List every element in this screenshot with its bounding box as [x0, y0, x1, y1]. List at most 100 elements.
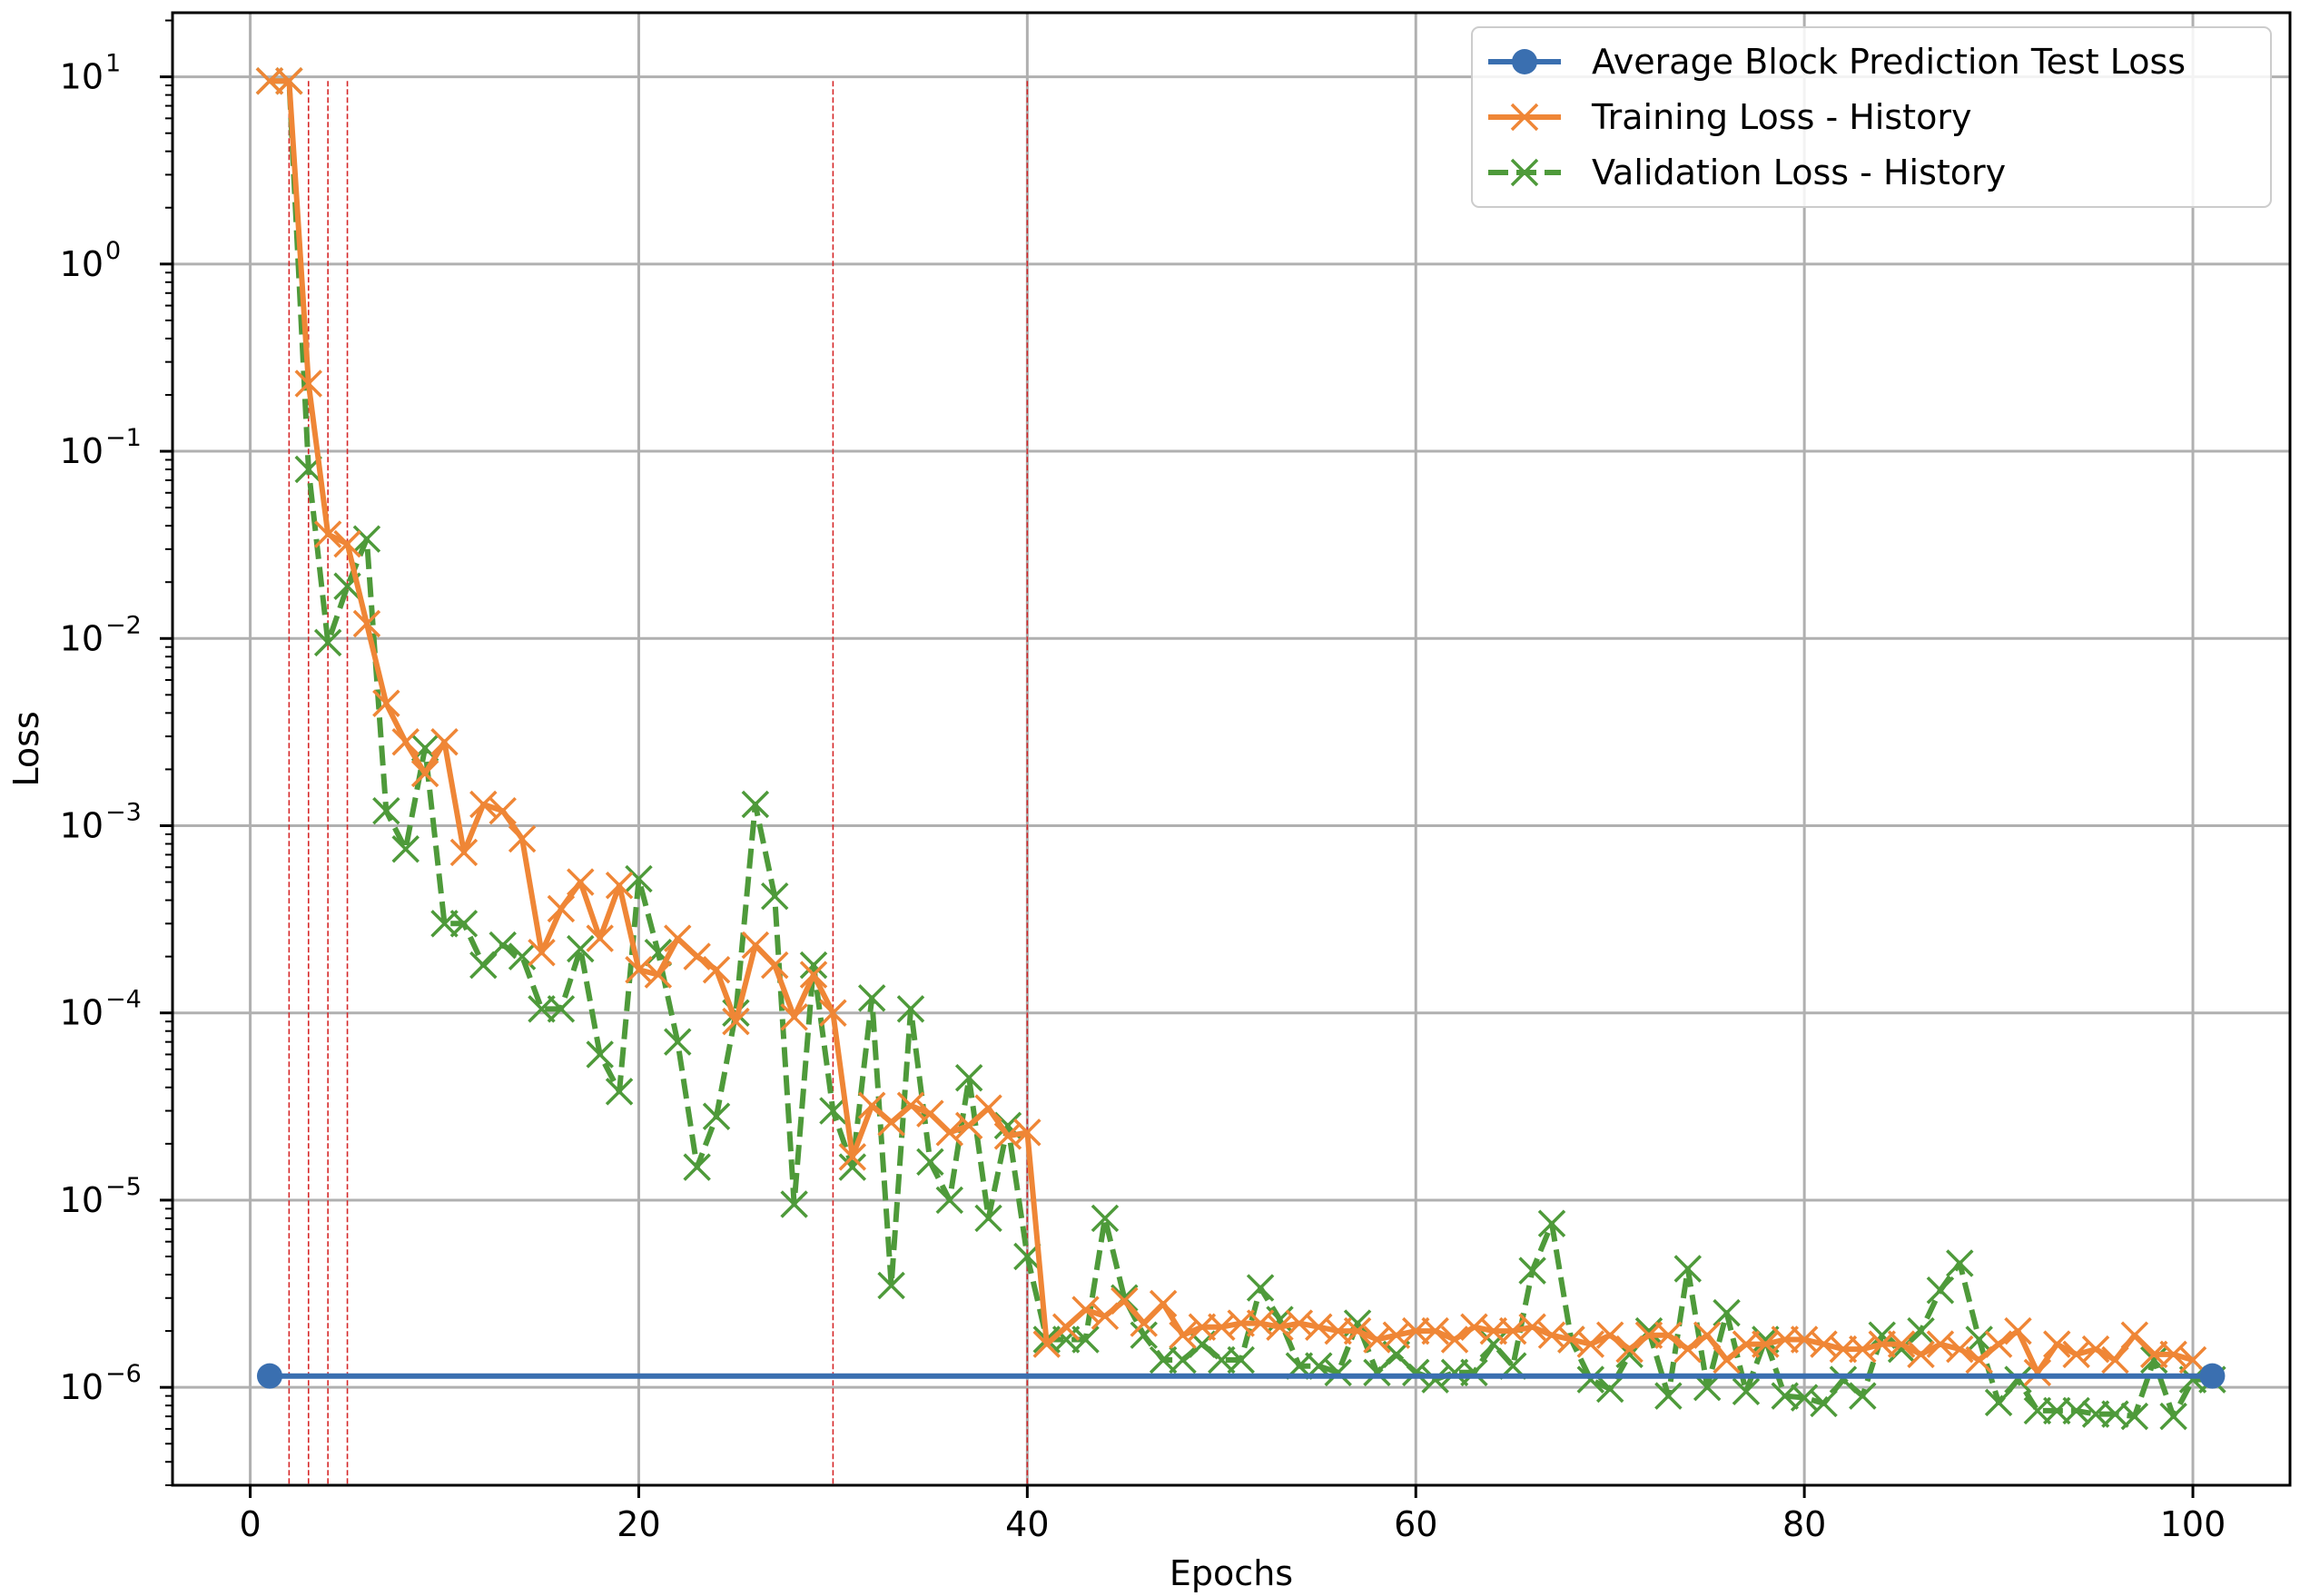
data-point: [819, 1097, 847, 1125]
data-point: [1149, 1289, 1178, 1318]
data-point: [313, 520, 342, 548]
data-point: [702, 1102, 731, 1130]
data-point: [1926, 1330, 1955, 1358]
legend-marker: [1510, 103, 1539, 132]
data-point: [1343, 1316, 1372, 1345]
data-point: [410, 759, 439, 788]
data-point: [1887, 1330, 1916, 1358]
data-point: [1790, 1384, 1819, 1412]
data-point: [2178, 1345, 2207, 1374]
data-point: [256, 1363, 282, 1389]
data-point: [857, 1091, 886, 1120]
data-point: [664, 1028, 692, 1056]
data-point: [1810, 1330, 1838, 1358]
data-point: [954, 1064, 983, 1092]
data-point: [449, 910, 479, 938]
data-point: [683, 1153, 711, 1181]
data-point: [2081, 1400, 2110, 1428]
series-training-loss: [255, 66, 2207, 1387]
data-point: [1149, 1345, 1178, 1374]
data-point: [1518, 1256, 1546, 1285]
data-point: [1479, 1316, 1508, 1345]
data-point: [605, 1078, 634, 1106]
data-point: [896, 1091, 925, 1120]
data-point: [372, 796, 400, 825]
data-point: [586, 1040, 614, 1069]
data-point: [1907, 1316, 1935, 1345]
data-point: [1402, 1358, 1430, 1387]
data-point: [1169, 1321, 1197, 1349]
grid: [173, 13, 2290, 1485]
data-point: [1013, 1118, 1041, 1147]
data-point: [1732, 1330, 1761, 1358]
data-point: [1673, 1255, 1703, 1283]
data-point: [935, 1118, 964, 1147]
data-point: [528, 995, 556, 1023]
data-point: [1537, 1209, 1566, 1237]
legend-marker: [1510, 158, 1539, 187]
data-point: [567, 934, 595, 963]
data-point: [2140, 1340, 2168, 1369]
data-point: [489, 796, 517, 825]
data-point: [1829, 1365, 1858, 1394]
y-tick-exponent: −3: [105, 799, 142, 827]
data-point: [760, 882, 789, 911]
data-point: [275, 66, 303, 95]
data-point: [1227, 1309, 1255, 1337]
y-tick-label: 10: [60, 1367, 104, 1407]
legend-entry: Average Block Prediction Test Loss: [1488, 42, 2186, 82]
data-point: [1071, 1325, 1100, 1354]
data-point: [2101, 1345, 2129, 1374]
data-point: [974, 1204, 1002, 1233]
data-point: [1984, 1330, 2013, 1358]
y-tick-label: 10: [60, 618, 104, 658]
data-point: [567, 868, 595, 896]
data-point: [2004, 1365, 2032, 1394]
data-point: [2159, 1402, 2187, 1431]
data-point: [1946, 1249, 1974, 1277]
x-tick-label: 60: [1394, 1504, 1437, 1544]
data-point: [1829, 1335, 1858, 1364]
data-point: [352, 609, 381, 638]
data-point: [2199, 1363, 2226, 1389]
data-point: [1169, 1345, 1197, 1374]
data-point: [1849, 1382, 1877, 1410]
plot-frame: [171, 11, 2292, 1487]
y-tick-label: 10: [60, 806, 104, 846]
data-point: [1673, 1335, 1703, 1364]
data-point: [1421, 1365, 1449, 1394]
data-point: [2120, 1402, 2149, 1431]
data-point: [741, 790, 770, 819]
y-tick-exponent: −5: [105, 1173, 142, 1201]
data-point: [1071, 1296, 1100, 1324]
data-point: [780, 1190, 808, 1218]
data-point: [877, 1271, 905, 1300]
data-point: [722, 1007, 750, 1036]
y-tick-label: 10: [60, 993, 104, 1033]
legend: Average Block Prediction Test Loss Traini…: [1471, 26, 2272, 208]
data-point: [1810, 1389, 1838, 1418]
data-point: [1576, 1330, 1605, 1358]
data-point: [1111, 1286, 1139, 1315]
legend-entry: Validation Loss - History: [1488, 153, 2006, 192]
data-point: [1188, 1313, 1217, 1341]
data-point: [625, 955, 653, 984]
y-tick-label: 10: [60, 1180, 104, 1220]
y-axis-label: Loss: [6, 711, 46, 786]
data-point: [625, 864, 653, 893]
data-point: [2081, 1335, 2110, 1364]
data-point: [1849, 1335, 1877, 1364]
data-point: [916, 1148, 944, 1177]
data-point: [1713, 1298, 1741, 1327]
data-point: [430, 910, 459, 938]
y-tick-label: 10: [60, 57, 104, 97]
data-point: [1440, 1358, 1469, 1387]
data-point: [1324, 1358, 1352, 1387]
data-point: [489, 931, 517, 960]
data-point: [547, 995, 576, 1023]
data-point: [1946, 1335, 1974, 1364]
data-point: [2062, 1340, 2090, 1369]
legend-label: Training Loss - History: [1591, 97, 1971, 137]
